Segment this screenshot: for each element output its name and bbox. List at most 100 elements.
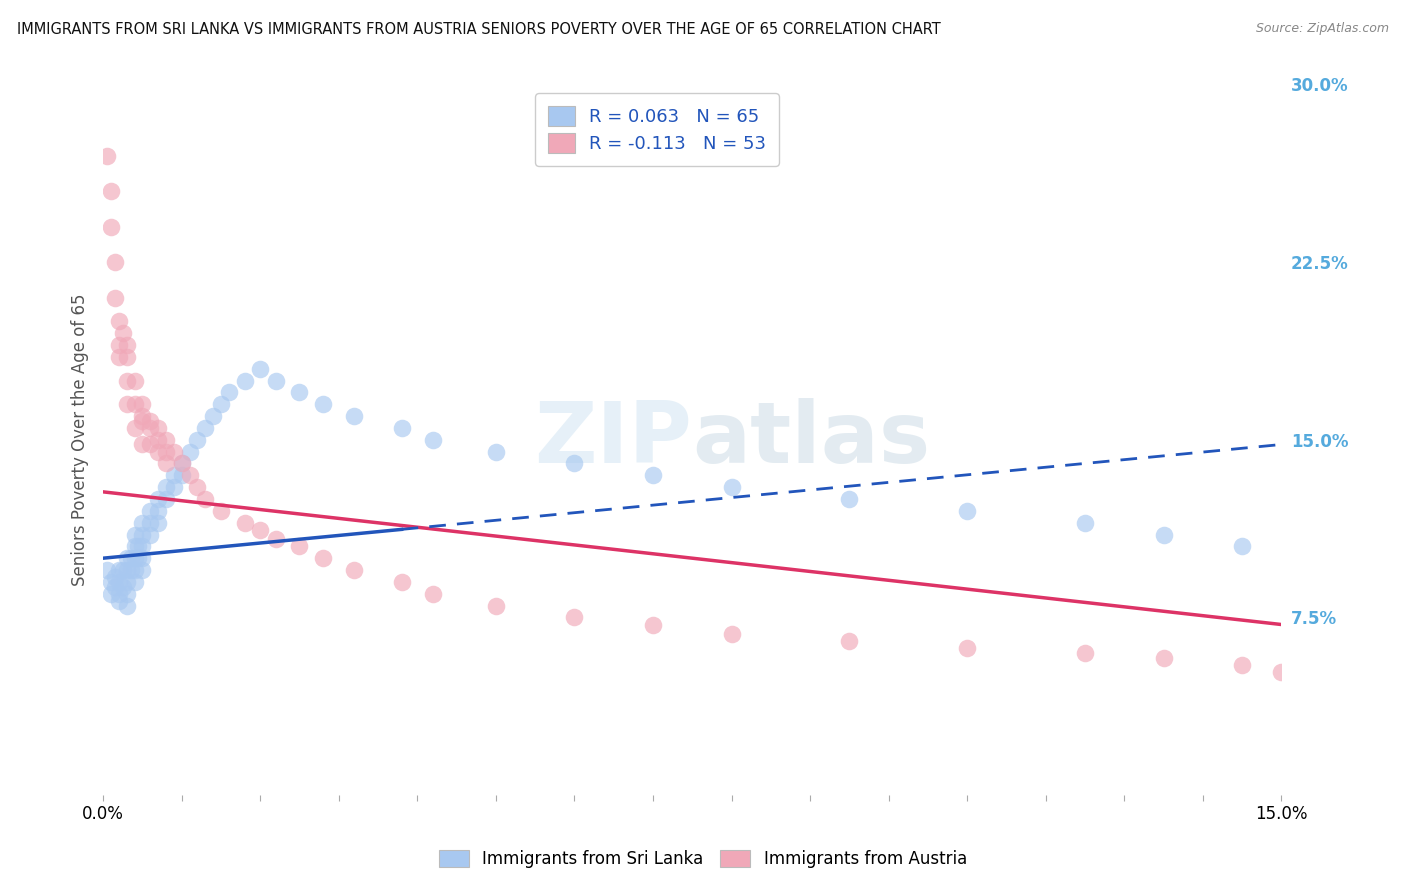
Point: [202, 409, 225, 423]
Point: [108, 587, 131, 601]
Point: [1153, 650, 1175, 665]
Point: [96, 148, 118, 162]
Point: [155, 433, 177, 447]
Point: [139, 516, 162, 530]
Point: [115, 551, 138, 566]
Point: [108, 594, 131, 608]
Point: [422, 587, 444, 601]
Point: [288, 385, 311, 400]
Point: [100, 574, 122, 589]
Point: [312, 397, 335, 411]
Point: [131, 563, 153, 577]
Point: [115, 574, 138, 589]
Point: [139, 504, 162, 518]
Y-axis label: Seniors Poverty Over the Age of 65: Seniors Poverty Over the Age of 65: [72, 293, 89, 586]
Point: [391, 574, 413, 589]
Point: [1153, 527, 1175, 541]
Point: [288, 539, 311, 553]
Point: [233, 516, 256, 530]
Point: [194, 421, 217, 435]
Point: [485, 599, 508, 613]
Point: [163, 444, 186, 458]
Point: [155, 457, 177, 471]
Point: [111, 326, 134, 340]
Point: [111, 580, 134, 594]
Point: [120, 563, 142, 577]
Point: [720, 480, 742, 494]
Point: [155, 491, 177, 506]
Point: [127, 551, 149, 566]
Point: [131, 397, 153, 411]
Point: [111, 563, 134, 577]
Point: [564, 610, 586, 624]
Point: [124, 374, 146, 388]
Point: [312, 551, 335, 566]
Point: [343, 563, 366, 577]
Point: [108, 314, 131, 328]
Text: IMMIGRANTS FROM SRI LANKA VS IMMIGRANTS FROM AUSTRIA SENIORS POVERTY OVER THE AG: IMMIGRANTS FROM SRI LANKA VS IMMIGRANTS …: [17, 22, 941, 37]
Point: [131, 527, 153, 541]
Point: [124, 421, 146, 435]
Point: [146, 444, 169, 458]
Point: [115, 338, 138, 352]
Point: [124, 563, 146, 577]
Text: ZIP: ZIP: [534, 398, 692, 482]
Point: [170, 457, 193, 471]
Legend: Immigrants from Sri Lanka, Immigrants from Austria: Immigrants from Sri Lanka, Immigrants fr…: [433, 843, 973, 875]
Point: [422, 433, 444, 447]
Point: [108, 563, 131, 577]
Point: [186, 433, 208, 447]
Point: [163, 468, 186, 483]
Point: [146, 491, 169, 506]
Point: [139, 527, 162, 541]
Point: [124, 527, 146, 541]
Point: [104, 291, 127, 305]
Point: [155, 444, 177, 458]
Point: [1230, 539, 1253, 553]
Point: [249, 361, 271, 376]
Point: [131, 409, 153, 423]
Point: [146, 516, 169, 530]
Point: [170, 457, 193, 471]
Point: [179, 444, 201, 458]
Point: [115, 350, 138, 364]
Point: [720, 627, 742, 641]
Point: [120, 551, 142, 566]
Point: [641, 617, 664, 632]
Point: [838, 634, 860, 648]
Point: [209, 397, 232, 411]
Point: [1230, 657, 1253, 672]
Point: [100, 219, 122, 234]
Point: [139, 421, 162, 435]
Point: [96, 563, 118, 577]
Point: [115, 599, 138, 613]
Point: [108, 338, 131, 352]
Point: [127, 539, 149, 553]
Point: [956, 641, 979, 656]
Point: [1074, 646, 1097, 660]
Point: [233, 374, 256, 388]
Point: [131, 437, 153, 451]
Point: [104, 255, 127, 269]
Point: [131, 414, 153, 428]
Point: [131, 551, 153, 566]
Point: [124, 397, 146, 411]
Point: [124, 539, 146, 553]
Point: [104, 580, 127, 594]
Point: [139, 414, 162, 428]
Point: [155, 480, 177, 494]
Point: [100, 587, 122, 601]
Point: [218, 385, 240, 400]
Point: [139, 437, 162, 451]
Point: [264, 533, 287, 547]
Point: [115, 563, 138, 577]
Point: [146, 421, 169, 435]
Legend: R = 0.063   N = 65, R = -0.113   N = 53: R = 0.063 N = 65, R = -0.113 N = 53: [536, 94, 779, 166]
Point: [264, 374, 287, 388]
Point: [209, 504, 232, 518]
Point: [1074, 516, 1097, 530]
Point: [146, 504, 169, 518]
Point: [131, 539, 153, 553]
Point: [146, 433, 169, 447]
Point: [131, 516, 153, 530]
